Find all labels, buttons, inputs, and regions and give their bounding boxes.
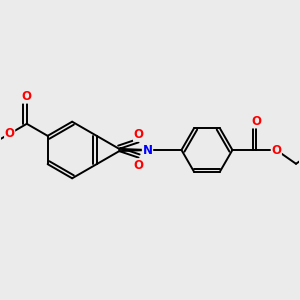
Text: O: O: [4, 127, 15, 140]
Text: O: O: [271, 143, 281, 157]
Text: N: N: [142, 143, 152, 157]
Text: O: O: [22, 90, 32, 103]
Text: O: O: [134, 128, 143, 141]
Text: O: O: [134, 159, 143, 172]
Text: N: N: [142, 143, 152, 157]
Text: O: O: [251, 115, 262, 128]
